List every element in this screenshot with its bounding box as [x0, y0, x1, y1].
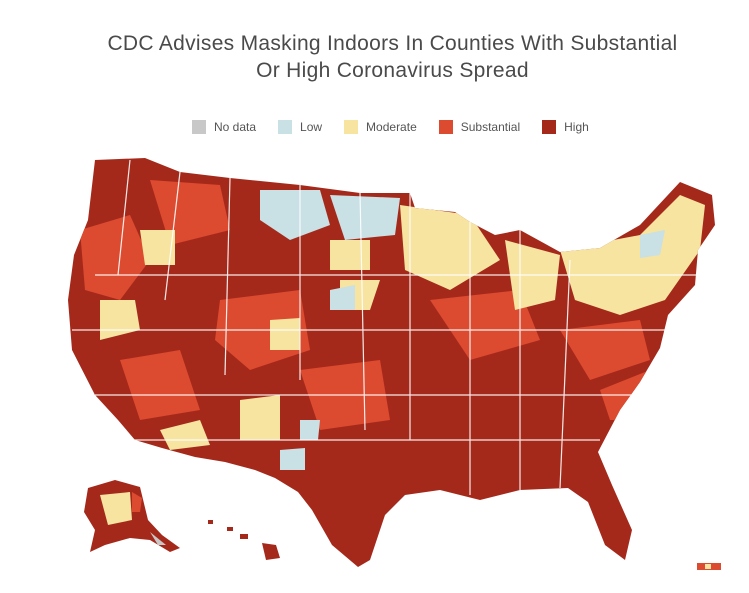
hawaii[interactable] — [208, 520, 280, 560]
legend-label-substantial: Substantial — [460, 120, 521, 134]
legend-label-low: Low — [300, 120, 323, 134]
state-borders — [72, 159, 700, 495]
legend-swatch-moderate — [344, 120, 359, 134]
legend-label-no-data: No data — [214, 120, 257, 134]
legend-swatch-substantial — [438, 120, 453, 134]
map-title: CDC Advises Masking Indoors In Counties … — [0, 30, 749, 84]
contiguous-us[interactable] — [68, 158, 715, 567]
legend-label-moderate: Moderate — [366, 120, 417, 134]
alaska[interactable] — [84, 480, 180, 552]
alaska-shape — [84, 480, 180, 552]
puerto-rico[interactable] — [697, 563, 721, 570]
legend-item-moderate[interactable]: Moderate — [344, 120, 417, 134]
legend: No data Low Moderate Substantial High — [192, 119, 611, 135]
legend-swatch-no-data — [192, 120, 206, 134]
legend-label-high: High — [564, 120, 589, 134]
county-overlay — [80, 180, 705, 470]
legend-item-no-data[interactable]: No data — [192, 120, 256, 134]
legend-item-low[interactable]: Low — [278, 120, 322, 134]
title-line-2: Or High Coronavirus Spread — [256, 59, 529, 82]
legend-swatch-low — [278, 120, 293, 134]
legend-swatch-high — [542, 120, 557, 134]
legend-item-substantial[interactable]: Substantial — [438, 120, 521, 134]
legend-item-high[interactable]: High — [542, 120, 589, 134]
title-line-1: CDC Advises Masking Indoors In Counties … — [107, 32, 678, 55]
